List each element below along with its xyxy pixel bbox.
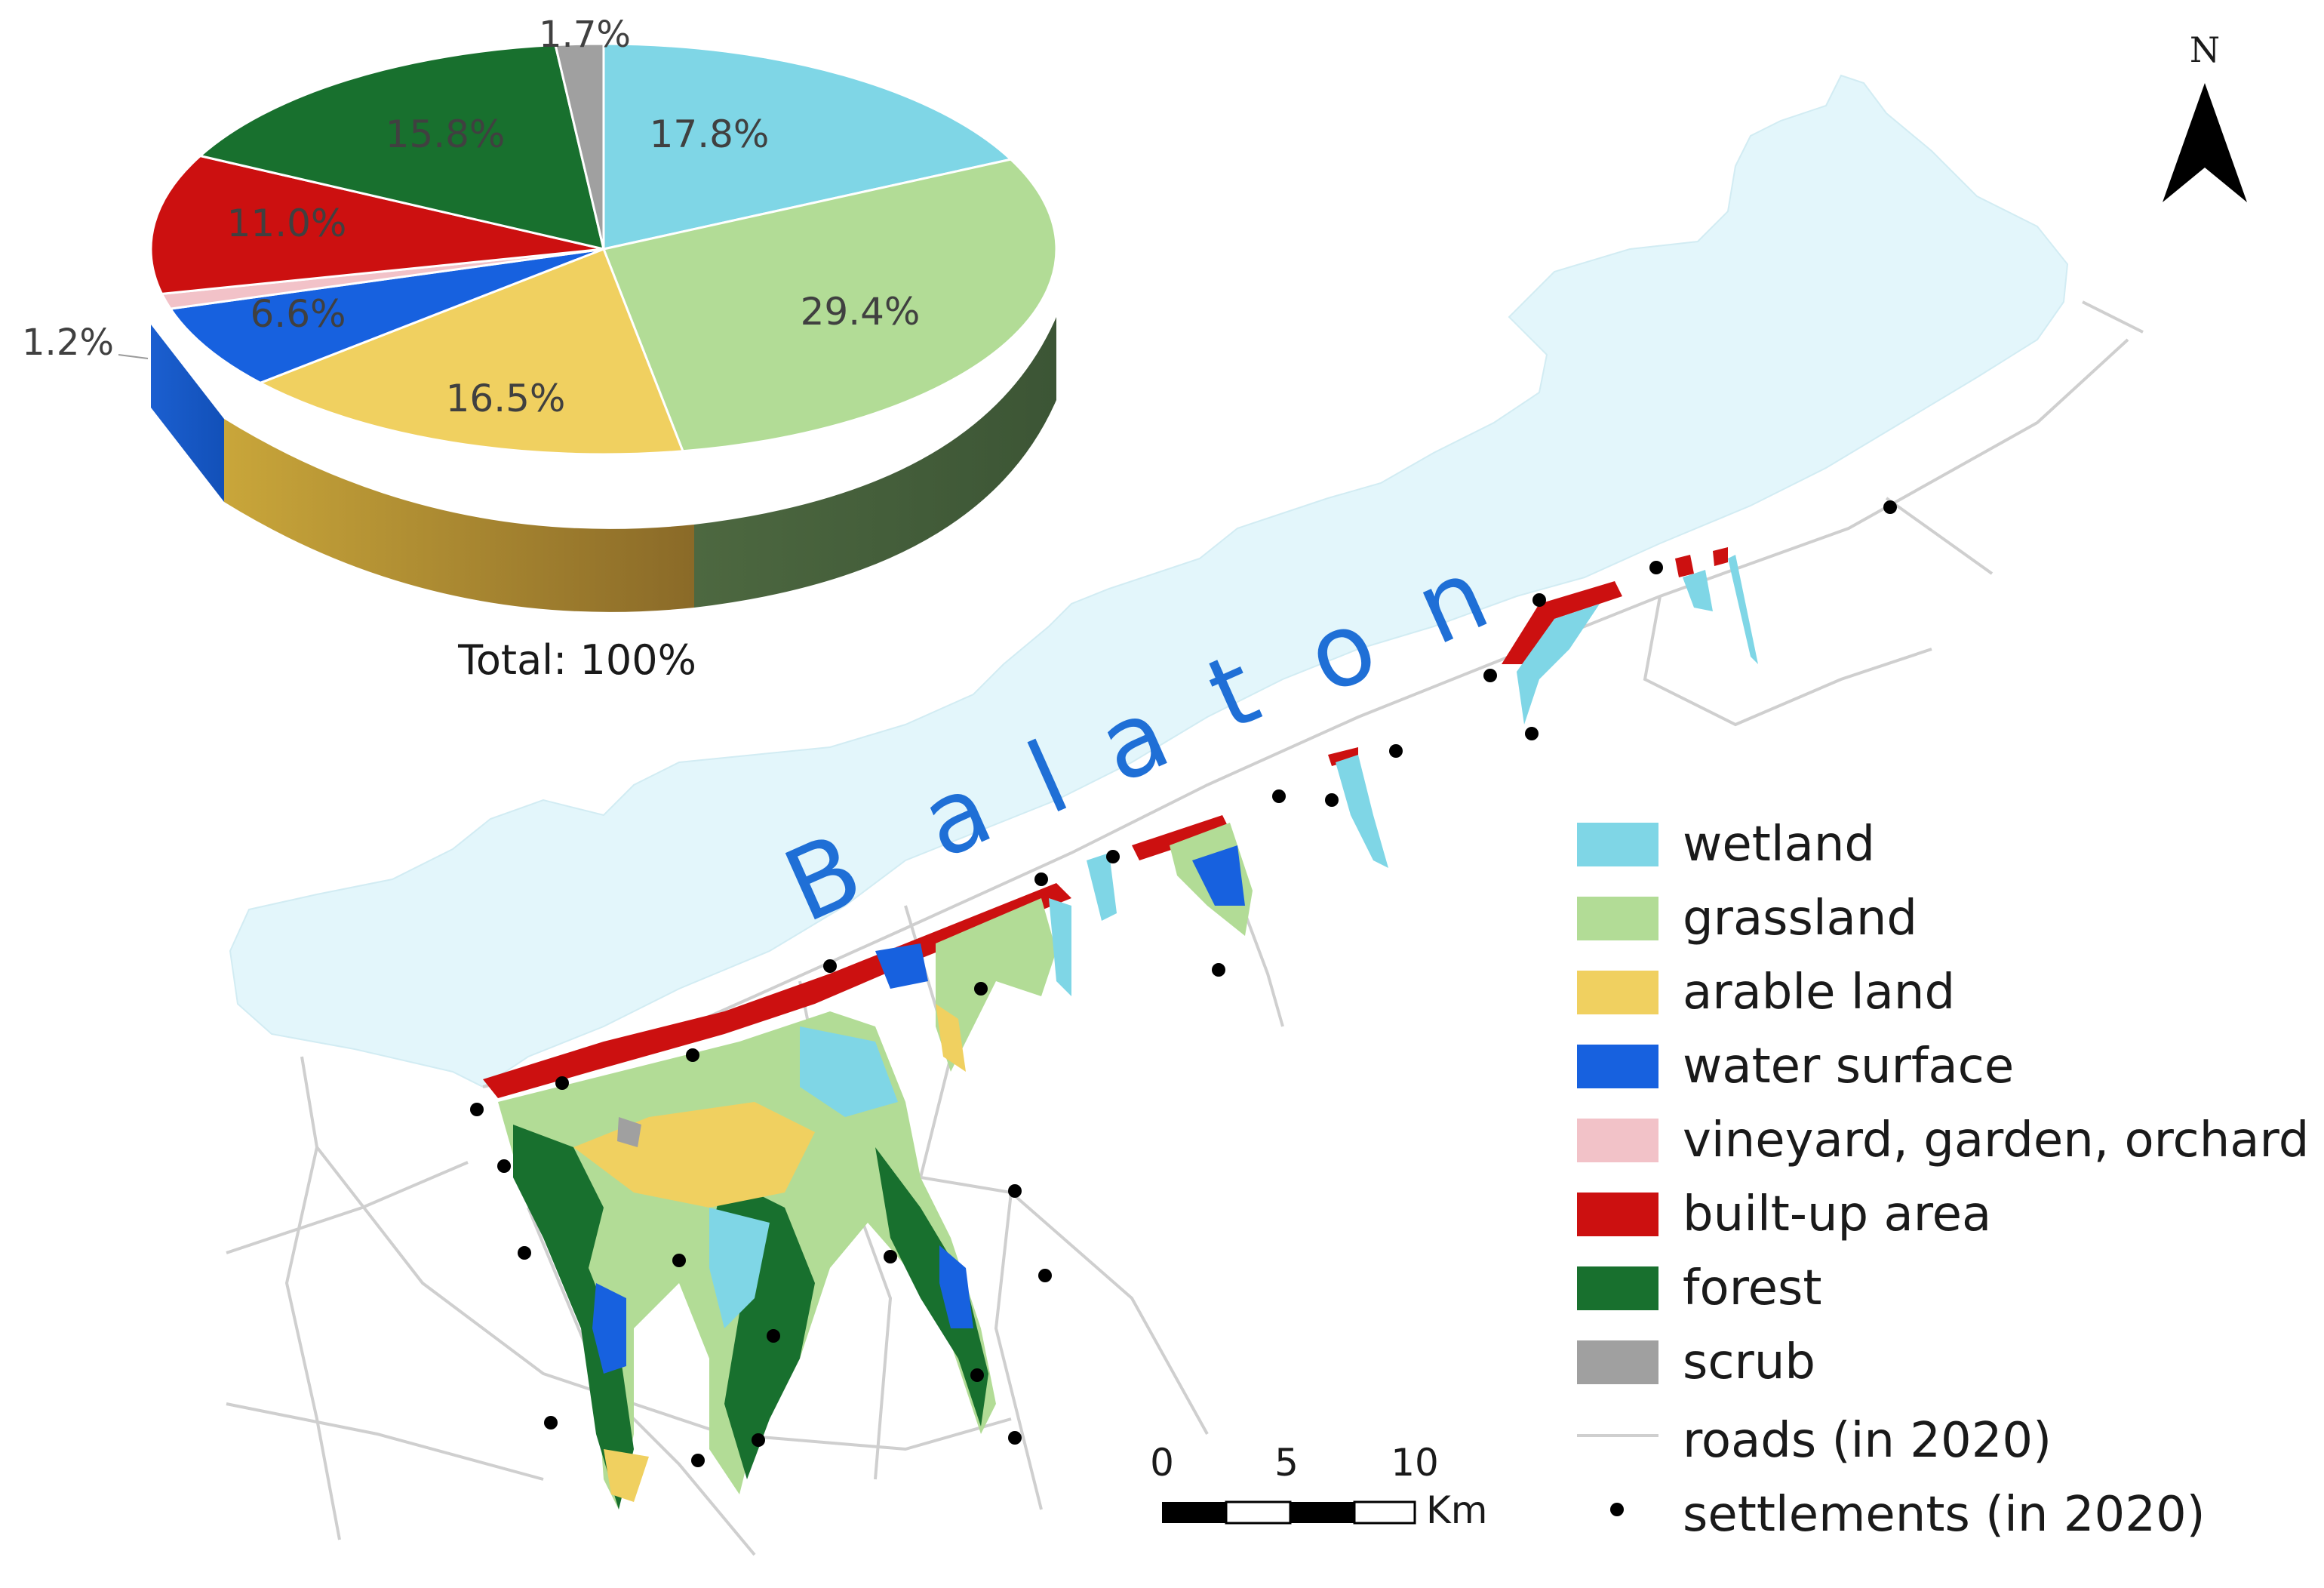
legend-label: wetland bbox=[1683, 817, 1875, 872]
north-arrow: N bbox=[2163, 29, 2247, 202]
legend-label: water surface bbox=[1683, 1039, 2014, 1094]
legend-swatch-builtup bbox=[1577, 1193, 1658, 1236]
legend-swatch-wetland bbox=[1577, 823, 1658, 866]
legend-swatch-arable bbox=[1577, 971, 1658, 1014]
pie-label-arable: 16.5% bbox=[446, 377, 566, 420]
pie-slice-scrub bbox=[554, 42, 605, 250]
pie-label-water: 6.6% bbox=[250, 292, 346, 336]
legend-label-roads: roads (in 2020) bbox=[1683, 1413, 2052, 1469]
pie-label-wetland: 17.8% bbox=[650, 112, 770, 156]
scale-tick-label: 10 bbox=[1391, 1441, 1439, 1485]
pie-label-builtup: 11.0% bbox=[227, 202, 347, 245]
scale-tick-label: 0 bbox=[1150, 1441, 1174, 1485]
pie-chart: 17.8% 29.4% 16.5% 6.6% 1.2% 11.0% 15.8% 1.7% To… bbox=[22, 14, 1058, 684]
north-label: N bbox=[2190, 29, 2220, 70]
legend: wetland grassland arable land water surf… bbox=[1577, 817, 2309, 1543]
legend-label-settlements: settlements (in 2020) bbox=[1683, 1487, 2206, 1543]
pie-label-forest: 15.8% bbox=[386, 112, 506, 156]
pie-side-water bbox=[151, 325, 224, 502]
pie-label-scrub: 1.7% bbox=[539, 14, 631, 56]
legend-label: forest bbox=[1683, 1260, 1821, 1316]
pie-side-arable bbox=[224, 419, 694, 612]
legend-label: built-up area bbox=[1683, 1186, 1991, 1242]
pie-slice-builtup bbox=[149, 154, 604, 295]
scale-unit: Km bbox=[1426, 1488, 1488, 1532]
scale-bar: 0 5 10 Km bbox=[1150, 1441, 1487, 1532]
pie-label-grassland: 29.4% bbox=[801, 290, 921, 334]
lake-balaton bbox=[229, 74, 2069, 1088]
legend-swatch-vineyard bbox=[1577, 1119, 1658, 1162]
legend-label: arable land bbox=[1683, 965, 1955, 1020]
legend-swatch-forest bbox=[1577, 1266, 1658, 1310]
legend-label: vineyard, garden, orchard bbox=[1683, 1113, 2309, 1168]
pie-side-grassland bbox=[694, 317, 1056, 608]
legend-label: scrub bbox=[1683, 1334, 1815, 1390]
pie-total-label: Total: 100% bbox=[457, 636, 696, 684]
legend-swatch-scrub bbox=[1577, 1340, 1658, 1384]
legend-label: grassland bbox=[1683, 891, 1917, 946]
legend-swatch-settlements bbox=[1610, 1503, 1624, 1516]
pie-slice-water bbox=[168, 248, 604, 384]
pie-slice-forest bbox=[198, 43, 606, 251]
scale-tick-label: 5 bbox=[1274, 1441, 1299, 1485]
settlements bbox=[470, 500, 1897, 1467]
pie-label-vineyard: 1.2% bbox=[22, 322, 114, 364]
legend-swatch-grassland bbox=[1577, 897, 1658, 940]
pie-slice-arable bbox=[257, 248, 685, 456]
pie-slice-wetland bbox=[602, 42, 1013, 251]
pie-top bbox=[149, 42, 1058, 456]
pie-leader-line bbox=[118, 354, 149, 359]
legend-swatch-water bbox=[1577, 1045, 1658, 1088]
pie-slice-grassland bbox=[601, 158, 1058, 453]
land-cover bbox=[483, 547, 1758, 1510]
pie-labels: 17.8% 29.4% 16.5% 6.6% 1.2% 11.0% 15.8% 1.7% bbox=[22, 14, 920, 420]
